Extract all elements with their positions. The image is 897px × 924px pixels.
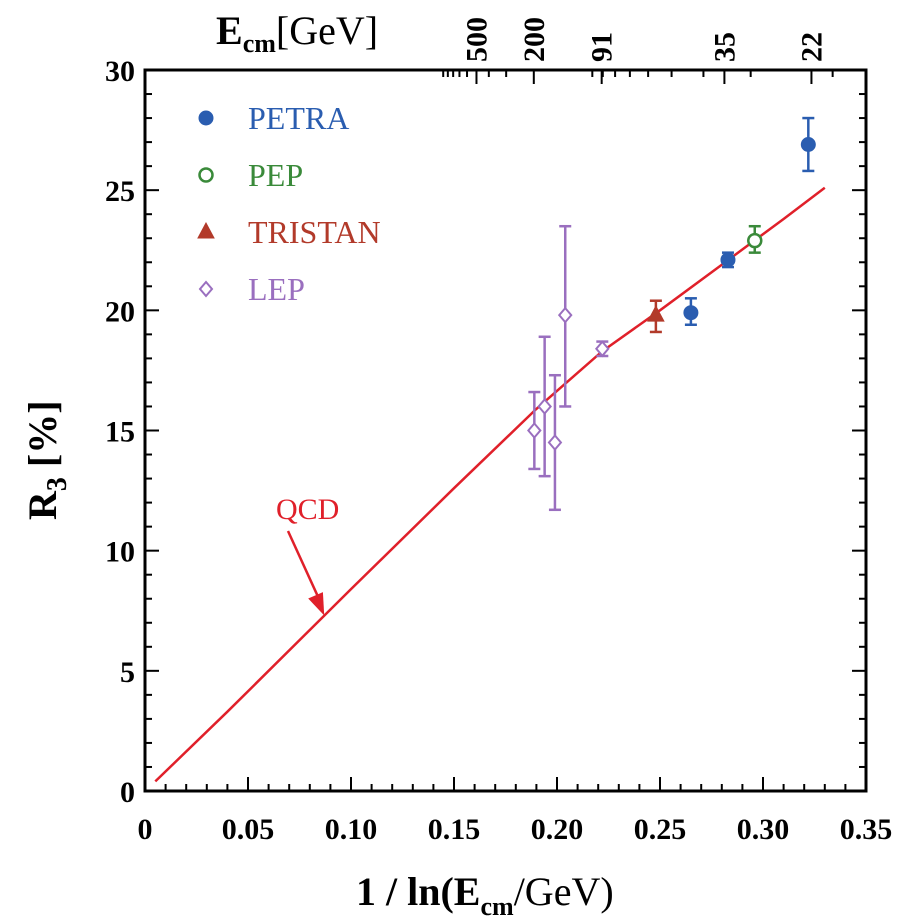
legend-label-lep: LEP <box>248 271 305 307</box>
y-tick-label: 20 <box>105 295 135 328</box>
x-tick-label: 0.10 <box>325 813 378 846</box>
y-tick-label: 15 <box>105 416 135 449</box>
data-point-petra <box>720 252 736 268</box>
legend-marker-lep <box>198 280 214 298</box>
legend-label-tristan: TRISTAN <box>248 214 381 250</box>
x-axis-label-sub: cm <box>480 892 514 921</box>
x-axis-label: 1 / ln(Ecm/GeV) <box>356 869 614 921</box>
top-tick-label: 35 <box>708 32 741 62</box>
y-axis-label-post: [%] <box>20 400 65 477</box>
y-axis-label-sub: 3 <box>42 477 73 491</box>
y-axis-label: R3 [%] <box>20 400 73 520</box>
data-point-pep <box>747 232 763 249</box>
legend-marker-petra <box>198 110 214 126</box>
x-tick-label: 0.30 <box>737 813 790 846</box>
x-tick-label: 0.05 <box>222 813 275 846</box>
data-point-petra <box>683 305 699 321</box>
x-tick-label: 0.20 <box>531 813 584 846</box>
qcd-annotation-arrow <box>286 530 322 603</box>
legend-label-pep: PEP <box>248 157 303 193</box>
x-axis-label-pre: 1 / ln(E <box>356 869 480 914</box>
top-tick-label: 91 <box>586 32 619 62</box>
data-point-petra <box>800 137 816 153</box>
legend-marker-tristan <box>197 221 215 239</box>
top-axis-label: Ecm[GeV] <box>216 8 378 58</box>
y-axis-label-main: R <box>20 490 65 520</box>
y-tick-label: 5 <box>120 656 135 689</box>
legend-marker-pep <box>198 167 214 183</box>
top-tick-label: 22 <box>795 32 828 62</box>
top-axis-label-sub: cm <box>243 29 277 58</box>
y-tick-label: 25 <box>105 175 135 208</box>
y-tick-label: 10 <box>105 536 135 569</box>
data-point-lep <box>537 397 552 416</box>
x-tick-label: 0.25 <box>634 813 687 846</box>
x-tick-label: 0.15 <box>428 813 481 846</box>
y-tick-label: 30 <box>105 55 135 88</box>
data-point-tristan <box>647 305 665 322</box>
legend-label-petra: PETRA <box>248 100 349 136</box>
data-point-lep <box>547 433 563 452</box>
x-tick-label: 0 <box>138 813 153 846</box>
x-tick-label: 0.35 <box>840 813 893 846</box>
data-point-lep <box>595 340 610 358</box>
qcd-annotation-label: QCD <box>276 493 339 526</box>
y-tick-label: 0 <box>120 776 135 809</box>
top-axis-label-post: [GeV] <box>276 8 378 53</box>
data-point-lep <box>527 421 542 440</box>
top-tick-label: 500 <box>460 17 493 62</box>
x-axis-label-post: /GeV) <box>514 869 614 914</box>
top-axis-label-main: E <box>216 8 243 53</box>
top-tick-label: 200 <box>518 17 551 62</box>
data-point-lep <box>557 306 573 324</box>
qcd-annotation-arrowhead <box>308 592 325 616</box>
